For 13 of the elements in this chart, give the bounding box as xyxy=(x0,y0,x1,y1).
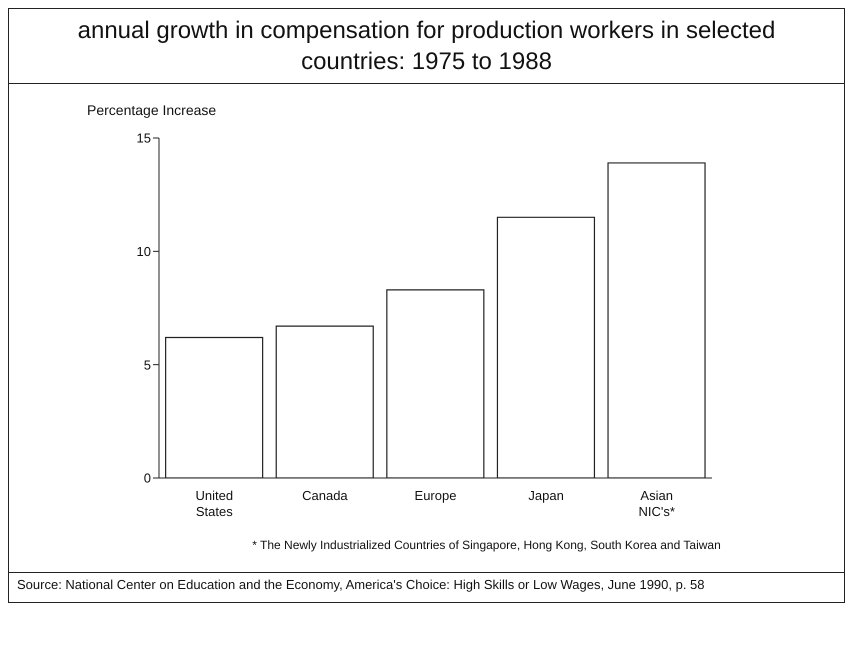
y-tick-label: 5 xyxy=(144,357,151,372)
x-tick-label: United States xyxy=(196,488,234,519)
y-tick-label: 0 xyxy=(144,470,151,486)
x-tick-label: Canada xyxy=(302,488,348,503)
x-tick-label: Asian NIC's* xyxy=(638,488,675,519)
y-tick-label: 15 xyxy=(136,130,151,146)
source-note: Source: National Center on Education and the Economy, America's Choice: High Skills or Low Wages, June 1990, p. 58 xyxy=(9,572,844,602)
chart-title: annual growth in compensation for production workers in selected countries: 1975 to 1988 xyxy=(9,9,844,84)
x-tick-label: Europe xyxy=(414,488,456,503)
text: * The Newly Industrialized Countries of Singapore, Hong Kong, South Korea and Taiwan xyxy=(251,538,722,554)
y-axis-title: Percentage Increase xyxy=(86,101,218,118)
x-tick-label: Japan xyxy=(528,488,564,503)
y-tick-label: 10 xyxy=(136,244,151,259)
